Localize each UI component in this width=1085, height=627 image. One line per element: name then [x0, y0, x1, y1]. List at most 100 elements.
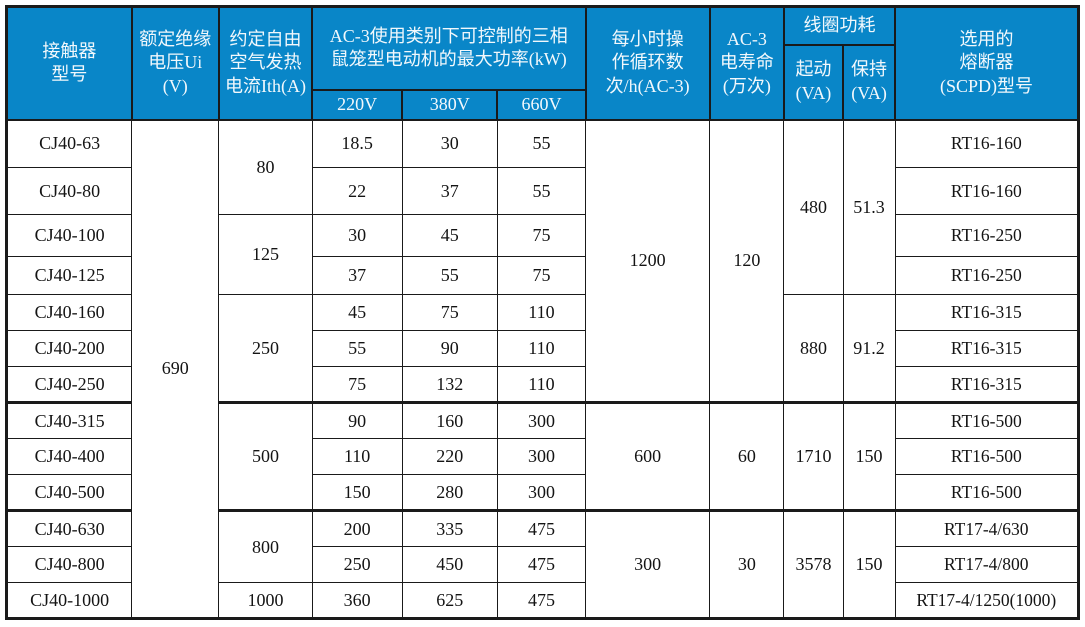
header-220v: 220V [311, 88, 404, 121]
cell-ith: 250 [218, 294, 313, 403]
cell-fuse: RT16-315 [894, 330, 1080, 367]
cell-coil-hold: 150 [842, 401, 896, 511]
cell-coil-hold: 91.2 [842, 294, 896, 403]
header-thermal-current: 约定自由 空气发热 电流Ith(A) [217, 5, 314, 121]
cell-ith: 500 [218, 401, 313, 511]
cell-p380: 55 [401, 256, 498, 295]
cell-p660: 75 [496, 256, 587, 295]
cell-fuse: RT16-250 [894, 256, 1080, 295]
cell-coil-hold: 150 [842, 509, 896, 619]
cell-fuse: RT16-250 [894, 214, 1080, 257]
cell-p380: 450 [401, 546, 498, 583]
cell-p380: 132 [401, 366, 498, 403]
table-row: CJ40-80 22 37 55 RT16-160 [5, 167, 1080, 215]
cell-ith: 80 [218, 119, 313, 215]
cell-p660: 300 [496, 438, 587, 475]
cell-p380: 220 [401, 438, 498, 475]
cell-p380: 335 [401, 509, 498, 547]
cell-coil-start: 1710 [783, 401, 844, 511]
cell-model: CJ40-630 [5, 509, 133, 547]
cell-coil-start: 480 [783, 119, 844, 295]
cell-model: CJ40-1000 [5, 582, 133, 619]
cell-fuse: RT16-160 [894, 167, 1080, 215]
cell-p660: 55 [496, 167, 587, 215]
table-body: CJ40-63 690 80 18.5 30 55 1200 120 480 5… [5, 119, 1080, 619]
table-header: 接触器 型号 额定绝缘 电压Ui (V) 约定自由 空气发热 电流Ith(A) … [5, 5, 1080, 121]
cell-cycles: 600 [585, 401, 711, 511]
cell-p660: 300 [496, 401, 587, 439]
cell-fuse: RT16-315 [894, 294, 1080, 331]
cell-p220: 250 [311, 546, 403, 583]
cell-p660: 110 [496, 330, 587, 367]
header-fuse-type: 选用的 熔断器 (SCPD)型号 [894, 5, 1080, 121]
cell-model: CJ40-200 [5, 330, 133, 367]
cell-p380: 75 [401, 294, 498, 331]
cell-coil-hold: 51.3 [842, 119, 896, 295]
table-row: CJ40-100 125 30 45 75 RT16-250 [5, 214, 1080, 295]
cell-p220: 75 [311, 366, 403, 403]
cell-p660: 300 [496, 474, 587, 511]
table-row: CJ40-400 110 220 300 RT16-500 [5, 438, 1080, 475]
cell-ith: 800 [218, 509, 313, 583]
cell-fuse: RT16-160 [894, 119, 1080, 168]
cell-model: CJ40-100 [5, 214, 133, 257]
cell-coil-start: 880 [783, 294, 844, 403]
cell-cycles: 1200 [585, 119, 711, 403]
cell-ith: 125 [218, 214, 313, 295]
cell-model: CJ40-800 [5, 546, 133, 583]
table-row: CJ40-1000 1000 360 625 475 RT17-4/1250(1… [5, 582, 1080, 619]
cell-model: CJ40-400 [5, 438, 133, 475]
cell-model: CJ40-125 [5, 256, 133, 295]
cell-fuse: RT16-500 [894, 401, 1080, 439]
cell-life: 60 [709, 401, 785, 511]
cell-ui-voltage: 690 [131, 119, 220, 619]
cell-p220: 22 [311, 167, 403, 215]
cell-model: CJ40-80 [5, 167, 133, 215]
cell-fuse: RT16-500 [894, 474, 1080, 511]
cell-fuse: RT17-4/630 [894, 509, 1080, 547]
header-380v: 380V [401, 88, 499, 121]
header-coil-start: 起动 (VA) [782, 43, 845, 121]
table-row: CJ40-500 150 280 300 RT16-500 [5, 474, 1080, 511]
cell-p380: 625 [401, 582, 498, 619]
cell-p660: 110 [496, 294, 587, 331]
header-660v: 660V [496, 88, 587, 121]
cell-life: 30 [709, 509, 785, 619]
cell-p220: 18.5 [311, 119, 403, 168]
cell-p220: 150 [311, 474, 403, 511]
cell-p380: 30 [401, 119, 498, 168]
cell-fuse: RT16-315 [894, 366, 1080, 403]
cell-p220: 45 [311, 294, 403, 331]
header-electrical-life: AC-3 电寿命 (万次) [708, 5, 785, 121]
cell-model: CJ40-63 [5, 119, 133, 168]
header-coil-hold: 保持 (VA) [841, 43, 897, 121]
cell-model: CJ40-500 [5, 474, 133, 511]
cell-p660: 475 [496, 582, 587, 619]
cell-coil-start: 3578 [783, 509, 844, 619]
header-operating-cycles: 每小时操 作循环数 次/h(AC-3) [584, 5, 711, 121]
header-rated-insulation-voltage: 额定绝缘 电压Ui (V) [130, 5, 220, 121]
cell-p380: 160 [401, 401, 498, 439]
table-row: CJ40-315 500 90 160 300 600 60 1710 150 … [5, 401, 1080, 511]
cell-ith: 1000 [218, 582, 313, 619]
table-row: CJ40-125 37 55 75 RT16-250 [5, 256, 1080, 295]
table-row: CJ40-630 800 200 335 475 300 30 3578 150… [5, 509, 1080, 619]
cell-model: CJ40-160 [5, 294, 133, 331]
cell-p380: 280 [401, 474, 498, 511]
cell-cycles: 300 [585, 509, 711, 619]
cell-p660: 55 [496, 119, 587, 168]
table-row: CJ40-800 250 450 475 RT17-4/800 [5, 546, 1080, 583]
cell-p660: 75 [496, 214, 587, 257]
table-row: CJ40-160 250 45 75 110 880 91.2 RT16-315 [5, 294, 1080, 403]
cell-p380: 37 [401, 167, 498, 215]
header-contactor-model: 接触器 型号 [5, 5, 133, 121]
cell-p220: 200 [311, 509, 403, 547]
table-row: CJ40-200 55 90 110 RT16-315 [5, 330, 1080, 367]
table-row: CJ40-250 75 132 110 RT16-315 [5, 366, 1080, 403]
header-coil-consumption: 线圈功耗 [782, 5, 897, 46]
header-max-power-group: AC-3使用类别下可控制的三相 鼠笼型电动机的最大功率(kW) [311, 5, 587, 91]
cell-p380: 45 [401, 214, 498, 257]
cell-model: CJ40-250 [5, 366, 133, 403]
cell-p220: 30 [311, 214, 403, 257]
